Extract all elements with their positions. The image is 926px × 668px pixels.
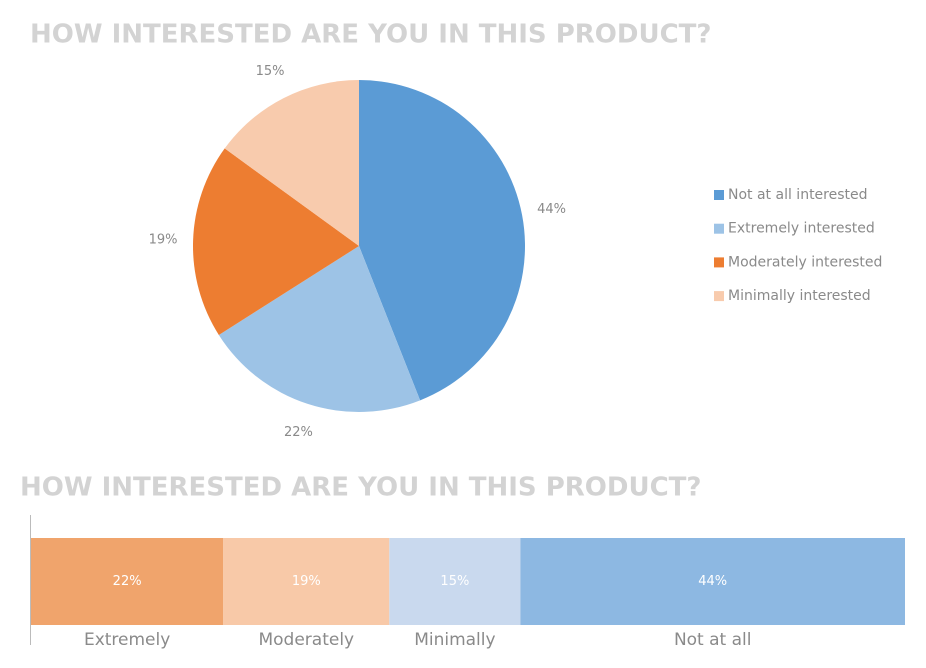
pie-slice bbox=[193, 148, 359, 335]
bar-segment bbox=[31, 538, 224, 625]
value-label: 19% bbox=[292, 574, 321, 589]
legend-swatch bbox=[714, 190, 724, 200]
pie-slice bbox=[359, 80, 525, 401]
pie-slice bbox=[224, 80, 359, 246]
segment-label: Not at all bbox=[674, 630, 752, 650]
value-label: 22% bbox=[113, 574, 142, 589]
slice-label: 44% bbox=[537, 202, 566, 217]
segment-label: Extremely bbox=[84, 630, 170, 650]
slice-label: 22% bbox=[284, 425, 313, 440]
bar-segment bbox=[223, 538, 390, 625]
legend-swatch bbox=[714, 257, 724, 268]
value-label: 15% bbox=[440, 574, 469, 589]
bar-segment bbox=[520, 538, 905, 625]
pie-title: HOW INTERESTED ARE YOU IN THIS PRODUCT? bbox=[30, 20, 711, 50]
legend-label: Moderately interested bbox=[728, 254, 882, 270]
legend-label: Not at all interested bbox=[728, 187, 868, 203]
segment-label: Moderately bbox=[258, 630, 354, 650]
segment-label: Minimally bbox=[414, 630, 495, 650]
pie-slice bbox=[218, 246, 421, 412]
slice-label: 15% bbox=[256, 64, 285, 79]
value-label: 44% bbox=[698, 574, 727, 589]
bar-title: HOW INTERESTED ARE YOU IN THIS PRODUCT? bbox=[20, 473, 701, 503]
legend-label: Extremely interested bbox=[728, 221, 875, 237]
legend-swatch bbox=[714, 291, 724, 302]
legend-swatch bbox=[714, 223, 724, 234]
slice-label: 19% bbox=[149, 232, 178, 247]
bar-segment bbox=[389, 538, 521, 625]
legend-label: Minimally interested bbox=[728, 288, 871, 304]
